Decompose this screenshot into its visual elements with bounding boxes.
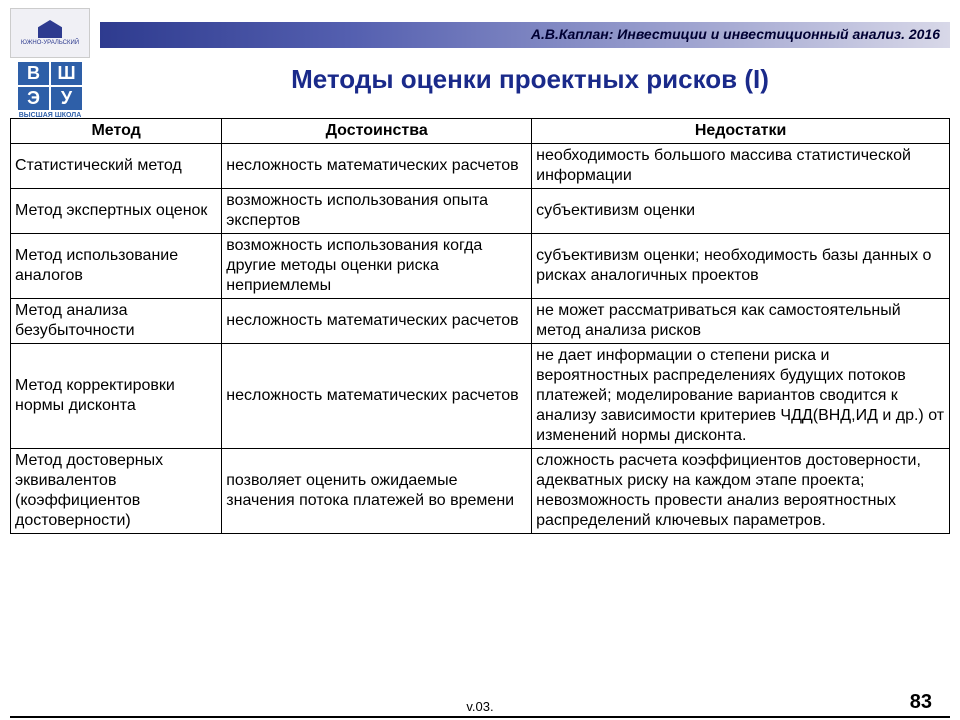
logo-grid: В Ш Э У: [18, 62, 82, 110]
logo-cell: У: [51, 87, 82, 110]
cell-cons: необходимость большого массива статистич…: [532, 144, 950, 189]
footer-underline: [10, 716, 950, 718]
cell-pros: позволяет оценить ожидаемые значения пот…: [222, 449, 532, 534]
cell-pros: несложность математических расчетов: [222, 144, 532, 189]
logo-cell: Э: [18, 87, 49, 110]
table-row: Метод достоверных эквивалентов (коэффици…: [11, 449, 950, 534]
cell-method: Метод достоверных эквивалентов (коэффици…: [11, 449, 222, 534]
logo-cell: В: [18, 62, 49, 85]
cell-method: Метод использование аналогов: [11, 234, 222, 299]
logo-top-label: ЮЖНО-УРАЛЬСКИЙ: [21, 40, 79, 46]
cell-method: Метод экспертных оценок: [11, 189, 222, 234]
methods-table: Метод Достоинства Недостатки Статистичес…: [10, 118, 950, 534]
logo-cell: Ш: [51, 62, 82, 85]
footer-version: v.03.: [0, 699, 960, 714]
table-row: Метод использование аналогов возможность…: [11, 234, 950, 299]
cell-method: Метод анализа безубыточности: [11, 299, 222, 344]
cell-cons: не дает информации о степени риска и вер…: [532, 344, 950, 449]
cell-method: Метод корректировки нормы дисконта: [11, 344, 222, 449]
cell-pros: несложность математических расчетов: [222, 299, 532, 344]
table-row: Метод экспертных оценок возможность испо…: [11, 189, 950, 234]
col-header-pros: Достоинства: [222, 119, 532, 144]
cell-cons: субъективизм оценки: [532, 189, 950, 234]
table-row: Метод анализа безубыточности несложность…: [11, 299, 950, 344]
logo-university: ЮЖНО-УРАЛЬСКИЙ: [10, 8, 90, 58]
cell-cons: не может рассматриваться как самостоятел…: [532, 299, 950, 344]
cell-pros: возможность использования когда другие м…: [222, 234, 532, 299]
header-text: А.В.Каплан: Инвестиции и инвестиционный …: [531, 26, 940, 42]
cell-cons: сложность расчета коэффициентов достовер…: [532, 449, 950, 534]
logo-tower-icon: [38, 20, 62, 38]
methods-table-wrap: Метод Достоинства Недостатки Статистичес…: [10, 118, 950, 534]
table-body: Статистический метод несложность математ…: [11, 144, 950, 534]
cell-pros: возможность использования опыта эксперто…: [222, 189, 532, 234]
table-header-row: Метод Достоинства Недостатки: [11, 119, 950, 144]
cell-cons: субъективизм оценки; необходимость базы …: [532, 234, 950, 299]
footer-page-number: 83: [910, 691, 932, 714]
col-header-cons: Недостатки: [532, 119, 950, 144]
page-title: Методы оценки проектных рисков (I): [120, 64, 940, 95]
cell-pros: несложность математических расчетов: [222, 344, 532, 449]
logo-school: В Ш Э У ВЫСШАЯ ШКОЛА: [10, 62, 90, 124]
table-row: Статистический метод несложность математ…: [11, 144, 950, 189]
col-header-method: Метод: [11, 119, 222, 144]
table-row: Метод корректировки нормы дисконта несло…: [11, 344, 950, 449]
cell-method: Статистический метод: [11, 144, 222, 189]
